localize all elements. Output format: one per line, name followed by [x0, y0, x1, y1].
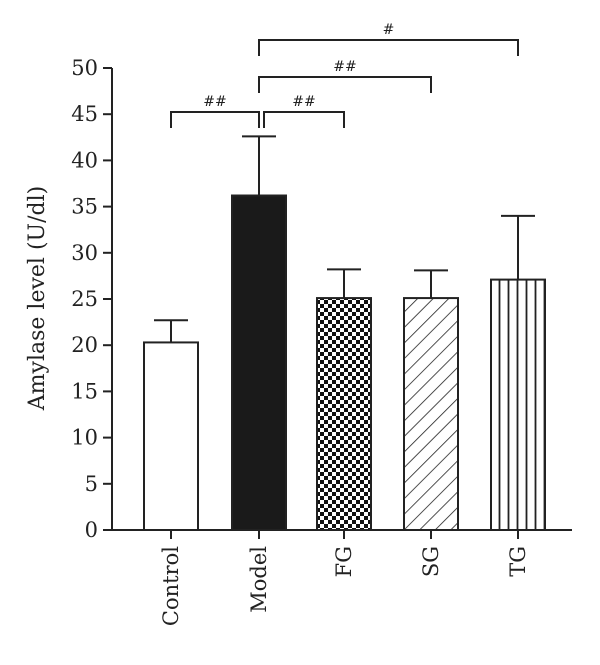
bars — [143, 135, 546, 532]
sig-label-control-model: ## — [203, 94, 226, 110]
y-tick-label-25: 25 — [71, 287, 98, 311]
y-tick-label-10: 10 — [71, 426, 98, 450]
y-tick-label-40: 40 — [71, 148, 98, 172]
y-tick-label-20: 20 — [71, 333, 98, 357]
bar-tg — [490, 278, 546, 532]
y-tick-label-45: 45 — [71, 102, 98, 126]
y-tick-label-35: 35 — [71, 195, 98, 219]
x-tick-label-model: Model — [247, 546, 271, 613]
bar-model — [231, 194, 287, 531]
bar-control — [143, 341, 199, 532]
bar-fg — [316, 297, 372, 531]
y-tick-label-5: 5 — [85, 472, 98, 496]
sig-label-model-tg: # — [383, 22, 395, 38]
x-axis: Control Model FG SG TG — [112, 529, 572, 626]
y-axis-label: Amylase level (U/dl) — [25, 186, 50, 411]
x-tick-label-fg: FG — [332, 546, 356, 577]
x-tick-label-control: Control — [159, 546, 183, 626]
y-tick-label-15: 15 — [71, 379, 98, 403]
x-tick-label-sg: SG — [419, 546, 443, 577]
bar-sg — [403, 297, 459, 531]
y-tick-label-30: 30 — [71, 241, 98, 265]
sig-label-model-sg: ## — [333, 59, 356, 75]
y-tick-label-50: 50 — [71, 56, 98, 80]
bracket-model-sg — [258, 76, 432, 93]
bracket-control-model — [170, 111, 260, 128]
sig-label-model-fg: ## — [292, 94, 315, 110]
bracket-model-fg — [263, 111, 345, 128]
bracket-model-tg — [258, 39, 519, 56]
y-axis: 0 5 10 15 20 25 30 35 40 45 50 — [71, 56, 113, 542]
x-tick-label-tg: TG — [506, 546, 530, 577]
significance-brackets: ## ##### — [170, 22, 519, 128]
y-tick-label-0: 0 — [85, 518, 98, 542]
